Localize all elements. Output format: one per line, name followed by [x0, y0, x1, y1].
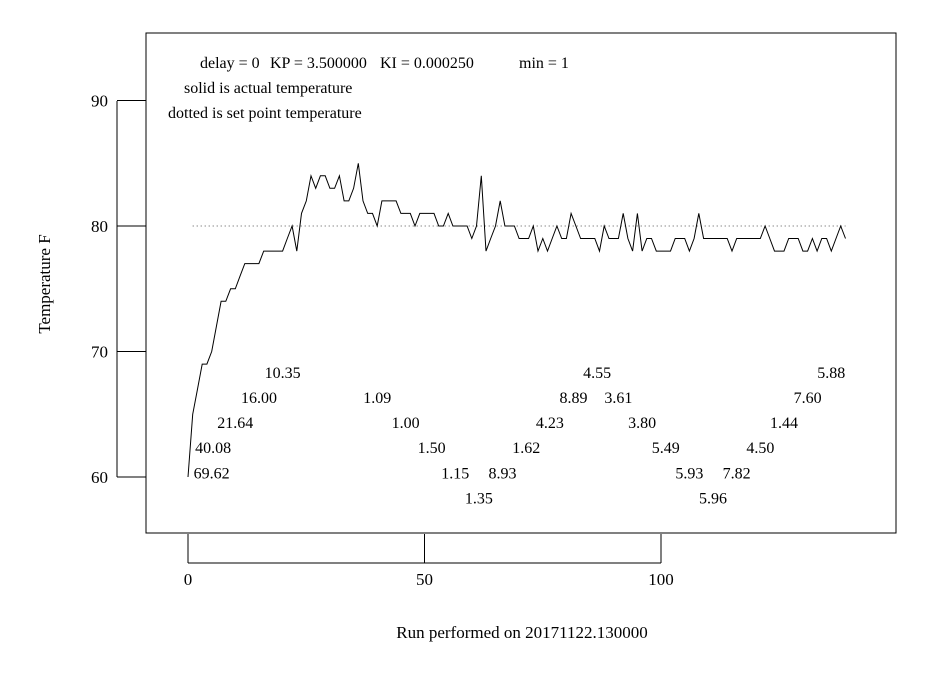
x-tick-label: 100 [648, 570, 674, 589]
value-label: 5.88 [817, 365, 845, 382]
value-label: 3.80 [628, 415, 656, 432]
value-label: 40.08 [195, 440, 231, 457]
annotation-kp: KP = 3.500000 [270, 55, 367, 72]
value-label: 8.89 [559, 390, 587, 407]
value-label: 7.60 [794, 390, 822, 407]
x-ticks: 0 50 100 [184, 534, 674, 589]
value-label: 5.49 [652, 440, 680, 457]
x-tick-label: 0 [184, 570, 193, 589]
y-tick-label: 70 [91, 343, 108, 362]
y-tick-label: 60 [91, 468, 108, 487]
value-label: 3.61 [604, 390, 632, 407]
value-label: 1.62 [512, 440, 540, 457]
annotation-dotted: dotted is set point temperature [168, 105, 362, 122]
series-layer [187, 163, 846, 478]
y-axis-label: Temperature F [35, 234, 54, 333]
value-label: 69.62 [194, 465, 230, 482]
value-label: 5.93 [675, 465, 703, 482]
annotation-solid: solid is actual temperature [184, 80, 352, 97]
value-label: 1.15 [441, 465, 469, 482]
y-tick-label: 90 [91, 92, 108, 111]
y-tick-label: 80 [91, 217, 108, 236]
value-label: 1.50 [418, 440, 446, 457]
plot-frame [145, 32, 897, 534]
y-ticks: 60 70 80 90 [91, 92, 146, 487]
value-label: 4.23 [536, 415, 564, 432]
actual-temperature-series-line [187, 163, 846, 478]
value-label: 1.44 [770, 415, 798, 432]
x-tick-label: 50 [416, 570, 433, 589]
value-label: 16.00 [241, 390, 277, 407]
x-axis-label: Run performed on 20171122.130000 [396, 623, 648, 642]
value-label: 1.09 [363, 390, 391, 407]
annotation-ki: KI = 0.000250 [380, 55, 474, 72]
value-label: 5.96 [699, 490, 727, 507]
value-label: 1.00 [392, 415, 420, 432]
value-label: 1.35 [465, 490, 493, 507]
value-labels: 10.35 16.00 21.64 40.08 69.62 1.091.00 1.50 1.1… [194, 365, 846, 508]
value-label: 4.50 [746, 440, 774, 457]
annotation-min: min = 1 [519, 55, 569, 72]
value-label: 8.93 [489, 465, 517, 482]
value-label: 7.82 [723, 465, 751, 482]
value-label: 10.35 [265, 365, 301, 382]
value-label: 21.64 [217, 415, 253, 432]
value-label: 4.55 [583, 365, 611, 382]
annotation-delay: delay = 0 [200, 55, 260, 72]
